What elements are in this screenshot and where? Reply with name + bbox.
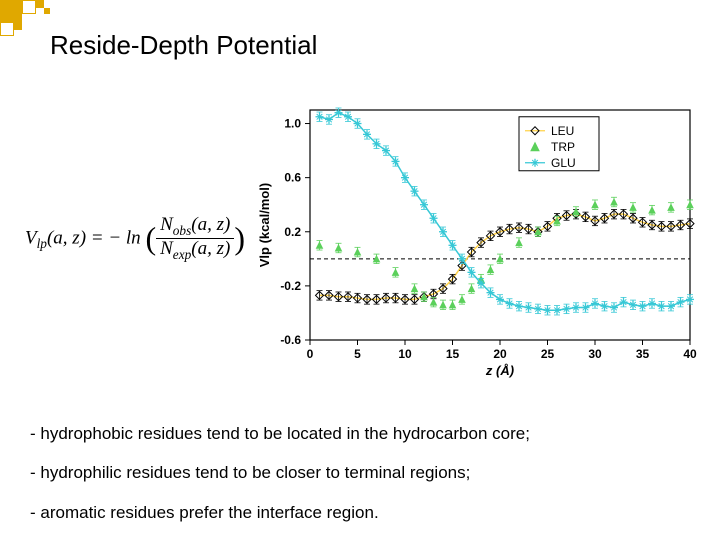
- deco-square: [0, 0, 22, 22]
- svg-text:LEU: LEU: [551, 124, 574, 138]
- chart-svg: 0 5 10 15 20 25 30 35 40 -0.6 -0.2 0.2 0.6 1.0 z (Å) Vl…: [255, 100, 700, 380]
- svg-text:TRP: TRP: [551, 140, 575, 154]
- deco-square: [36, 0, 44, 8]
- svg-text:Vlp (kcal/mol): Vlp (kcal/mol): [257, 183, 272, 268]
- deco-square: [44, 8, 50, 14]
- svg-text:1.0: 1.0: [284, 117, 301, 131]
- svg-text:-0.2: -0.2: [280, 279, 301, 293]
- svg-text:40: 40: [683, 347, 697, 361]
- formula: Vlp(a, z) = − ln ( Nobs(a, z) Nexp(a, z)…: [25, 215, 245, 263]
- svg-text:GLU: GLU: [551, 156, 576, 170]
- svg-text:0.6: 0.6: [284, 171, 301, 185]
- bullet-item: - hydrophobic residues tend to be locate…: [30, 415, 530, 452]
- svg-text:20: 20: [493, 347, 507, 361]
- svg-text:5: 5: [354, 347, 361, 361]
- deco-square: [22, 0, 36, 14]
- chart: 0 5 10 15 20 25 30 35 40 -0.6 -0.2 0.2 0.6 1.0 z (Å) Vl…: [255, 100, 700, 380]
- svg-text:30: 30: [588, 347, 602, 361]
- svg-text:-0.6: -0.6: [280, 333, 301, 347]
- svg-text:35: 35: [636, 347, 650, 361]
- bullet-list: - hydrophobic residues tend to be locate…: [30, 415, 530, 533]
- svg-text:0: 0: [307, 347, 314, 361]
- bullet-item: - aromatic residues prefer the interface…: [30, 494, 530, 531]
- deco-square: [0, 22, 14, 36]
- svg-text:25: 25: [541, 347, 555, 361]
- deco-square: [14, 22, 22, 30]
- svg-text:10: 10: [398, 347, 412, 361]
- slide-title: Reside-Depth Potential: [50, 30, 317, 61]
- bullet-item: - hydrophilic residues tend to be closer…: [30, 454, 530, 491]
- svg-text:0.2: 0.2: [284, 225, 301, 239]
- svg-text:15: 15: [446, 347, 460, 361]
- svg-text:z (Å): z (Å): [485, 363, 514, 378]
